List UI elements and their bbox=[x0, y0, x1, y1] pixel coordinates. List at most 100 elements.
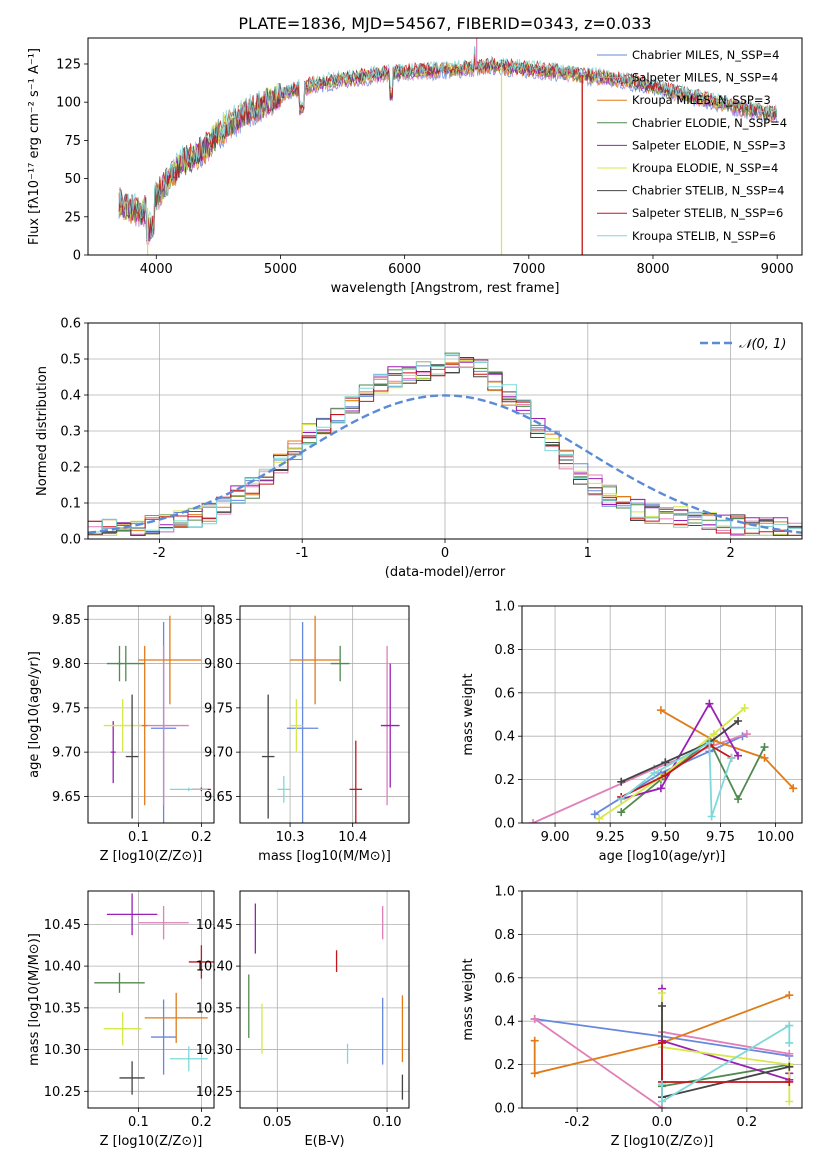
y-tick-label: 9.85 bbox=[204, 613, 233, 628]
y-axis-label: Flux [fλ10⁻¹⁷ erg cm⁻² s⁻¹ A⁻¹] bbox=[27, 48, 42, 245]
x-axis-label: age [log10(age/yr)] bbox=[599, 849, 726, 864]
mass-weight-marker bbox=[785, 991, 794, 1000]
x-axis-label: mass [log10(M/M⊙)] bbox=[258, 849, 391, 864]
x-axis-label: wavelength [Angstrom, rest frame] bbox=[331, 281, 560, 296]
axes-frame bbox=[87, 37, 803, 256]
y-tick-label: 9.80 bbox=[52, 657, 81, 672]
mass-weight-marker bbox=[656, 706, 665, 715]
legend-label: Salpeter MILES, N_SSP=4 bbox=[632, 71, 778, 85]
mass-weight-marker bbox=[530, 1069, 539, 1078]
legend-label: Salpeter STELIB, N_SSP=6 bbox=[632, 206, 783, 220]
mass-weight-marker bbox=[785, 1049, 794, 1058]
mass-weight-marker bbox=[785, 1021, 794, 1030]
y-tick-label: 0.6 bbox=[494, 686, 515, 701]
legend-label: Kroupa STELIB, N_SSP=6 bbox=[632, 229, 776, 243]
plot-area bbox=[522, 606, 802, 823]
plot-area bbox=[88, 606, 214, 823]
mass-weight-marker bbox=[734, 717, 743, 726]
mass-weight-marker bbox=[595, 814, 604, 823]
y-axis-label: mass weight bbox=[461, 673, 476, 755]
mass-weight-marker bbox=[617, 808, 626, 817]
x-tick-label: 1 bbox=[584, 546, 592, 561]
mass-weight-marker bbox=[658, 1002, 666, 1011]
legend-label: Kroupa MILES, N_SSP=3 bbox=[632, 93, 771, 107]
x-tick-label: 0.05 bbox=[263, 1115, 292, 1130]
y-tick-label: 0.0 bbox=[60, 533, 81, 548]
y-tick-label: 0.2 bbox=[494, 773, 515, 788]
x-tick-label: 0.2 bbox=[737, 1115, 758, 1130]
mass-weight-marker bbox=[760, 743, 769, 752]
y-tick-label: 100 bbox=[56, 96, 81, 111]
mass-weight-line bbox=[661, 1063, 790, 1088]
plot-area bbox=[240, 891, 409, 1108]
y-tick-label: 9.75 bbox=[204, 701, 233, 716]
mass-weight-marker bbox=[661, 758, 670, 767]
mass-weight-marker bbox=[658, 1097, 666, 1106]
mass-weight-marker bbox=[709, 730, 718, 739]
plot-area bbox=[88, 891, 214, 1108]
y-tick-label: 0.4 bbox=[494, 730, 515, 745]
axes-frame bbox=[239, 605, 410, 824]
panel-residuals: -2 -1 0 1 2 0.0 0.1 0.2 0.3 0.4 0.5 0.6 (data-model)… bbox=[35, 317, 803, 580]
mass-weight-marker bbox=[734, 795, 743, 804]
mass-weight-marker bbox=[656, 784, 665, 793]
legend-label: Chabrier ELODIE, N_SSP=4 bbox=[632, 116, 787, 130]
x-tick-label: 9.25 bbox=[596, 830, 625, 845]
y-tick-label: 0.3 bbox=[60, 425, 81, 440]
plot-area bbox=[522, 891, 802, 1108]
y-tick-label: 0.8 bbox=[494, 928, 515, 943]
y-tick-label: 10.30 bbox=[44, 1043, 81, 1058]
x-tick-label: 10.3 bbox=[276, 830, 305, 845]
y-tick-label: 9.85 bbox=[52, 613, 81, 628]
mass-weight-marker bbox=[760, 753, 769, 762]
legend: 𝒩(0, 1) bbox=[700, 337, 786, 352]
x-axis-label: Z [log10(Z/Z⊙)] bbox=[100, 1134, 203, 1149]
panel-age-vs-Z: 0.1 0.2 9.65 9.70 9.75 9.80 9.85 Z [log10(Z/Z⊙)… bbox=[27, 605, 215, 864]
mass-weight-marker bbox=[785, 1097, 794, 1106]
x-tick-label: -2 bbox=[153, 546, 166, 561]
panel-age-vs-mass: 10.3 10.4 9.65 9.70 9.75 9.80 9.85 mass [log10(… bbox=[204, 605, 410, 864]
y-axis-label: age [log10(age/yr)] bbox=[27, 651, 42, 778]
y-tick-label: 10.40 bbox=[196, 960, 233, 975]
y-tick-label: 0 bbox=[73, 249, 81, 264]
spectrum-series-line bbox=[118, 45, 778, 241]
residual-histogram-series bbox=[88, 354, 802, 533]
mass-weight-line bbox=[660, 709, 794, 789]
panel-weight-vs-age: 9.00 9.25 9.50 9.75 10.00 0.0 0.2 0.4 0.6 0.8 1.0 a… bbox=[461, 600, 803, 864]
y-tick-label: 0.6 bbox=[60, 317, 81, 332]
y-tick-label: 10.35 bbox=[44, 1001, 81, 1016]
x-tick-label: 0.2 bbox=[191, 830, 212, 845]
plot-area bbox=[88, 323, 802, 539]
y-tick-label: 10.30 bbox=[196, 1043, 233, 1058]
mass-weight-marker bbox=[705, 699, 714, 708]
mass-weight-marker bbox=[650, 769, 659, 778]
y-tick-label: 25 bbox=[64, 210, 81, 225]
mass-weight-marker bbox=[785, 1077, 794, 1086]
y-tick-label: 9.65 bbox=[52, 790, 81, 805]
x-tick-label: 0 bbox=[441, 546, 449, 561]
plot-area bbox=[118, 38, 778, 255]
x-tick-label: 8000 bbox=[636, 262, 669, 277]
x-tick-label: -0.2 bbox=[564, 1115, 589, 1130]
axes-frame bbox=[87, 322, 803, 540]
x-tick-label: 9000 bbox=[761, 262, 794, 277]
y-tick-label: 0.1 bbox=[60, 497, 81, 512]
mass-weight-marker bbox=[530, 1015, 539, 1024]
axes-frame bbox=[521, 890, 803, 1109]
y-tick-label: 50 bbox=[64, 172, 81, 187]
mass-weight-line bbox=[620, 743, 732, 798]
x-tick-label: 7000 bbox=[512, 262, 545, 277]
y-tick-label: 0.8 bbox=[494, 643, 515, 658]
mass-weight-marker bbox=[785, 1062, 794, 1071]
x-tick-label: 0.0 bbox=[652, 1115, 673, 1130]
mass-weight-line bbox=[620, 701, 739, 800]
panel-mass-vs-EBV: 0.05 0.10 10.25 10.30 10.35 10.40 10.45 E(B-V) bbox=[196, 890, 410, 1149]
mass-weight-line bbox=[620, 720, 739, 783]
mass-weight-marker bbox=[742, 730, 751, 739]
mass-weight-marker bbox=[658, 988, 666, 997]
y-tick-label: 0.0 bbox=[494, 1102, 515, 1117]
y-tick-label: 9.70 bbox=[204, 746, 233, 761]
x-tick-label: 9.50 bbox=[651, 830, 680, 845]
y-tick-label: 0.2 bbox=[494, 1058, 515, 1073]
x-tick-label: -1 bbox=[296, 546, 309, 561]
